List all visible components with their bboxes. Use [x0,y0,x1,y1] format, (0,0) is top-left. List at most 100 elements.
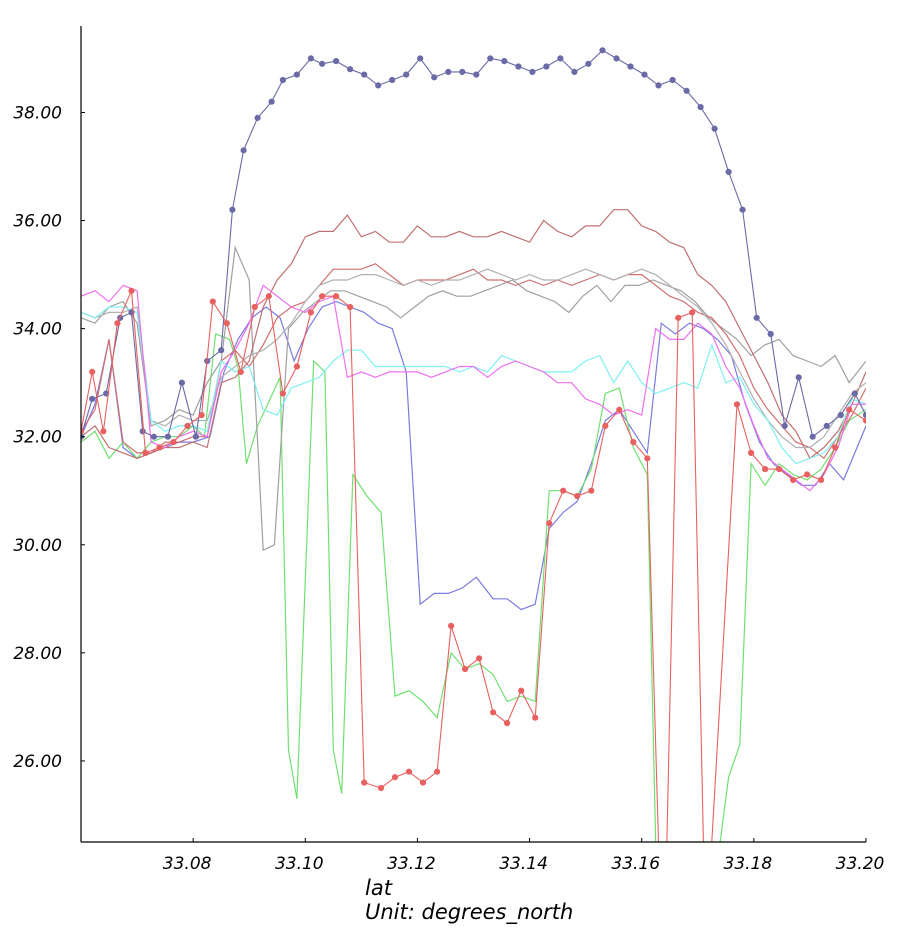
series-0-point-58 [862,412,866,419]
series-0-point-43 [655,82,662,89]
series-1-point-50 [761,466,769,473]
series-1-point-25 [419,779,427,786]
series-1-point-48 [733,401,741,408]
y-tick-label: 36.00 [13,212,62,232]
series-0-point-39 [599,47,606,54]
series-3 [81,333,866,842]
series-1-point-23 [391,774,399,781]
series-1-point-9 [198,412,205,419]
series-0-point-47 [711,125,718,132]
series-1-point-38 [602,422,609,430]
series-1-point-8 [184,422,191,430]
series-0-point-36 [557,55,564,62]
series-0-point-52 [781,422,788,430]
x-axis-ticks: 33.08 33.10 33.12 33.14 33.16 33.18 33.20 [163,838,885,874]
series-0-point-15 [268,98,275,105]
series-1-point-21 [361,779,368,786]
series-1-point-0 [81,428,85,435]
y-tick-label: 32.00 [13,428,62,448]
series-0-point-46 [697,103,704,111]
x-tick-label: 33.16 [611,854,660,874]
series-1-point-12 [237,368,244,376]
series-0-point-12 [229,206,236,213]
series-1-point-20 [347,303,354,311]
series-0-point-33 [515,63,522,70]
series-0-point-34 [529,68,536,75]
series-1-point-34 [546,520,553,527]
series-0-point-8 [178,379,185,386]
series-1-point-2 [100,428,107,435]
series-0-point-41 [627,63,634,70]
y-tick-label: 38.00 [13,103,62,123]
series-0-point-49 [739,206,746,213]
series-0-point-28 [445,68,452,75]
series-1-point-57 [862,417,866,424]
series-0-point-32 [501,57,508,65]
series-1-point-24 [405,768,413,775]
series-1-point-10 [209,298,216,305]
series-0-point-19 [319,60,326,67]
x-tick-label: 33.20 [836,854,885,874]
series-0-point-29 [459,68,466,75]
series-1-point-44 [675,314,682,321]
series-1-point-14 [265,293,272,300]
series-1-point-53 [803,471,811,478]
plot-area [81,47,866,842]
series-1-point-5 [142,449,149,457]
series-0-point-16 [279,76,287,84]
series-3-line [81,333,866,842]
series-1-point-6 [156,444,163,451]
series-2-line [81,300,866,611]
x-axis-label: lat [365,876,393,900]
series-0-point-37 [571,68,578,75]
series-0-point-42 [641,71,648,78]
series-0-point-54 [809,433,816,440]
series-1-point-30 [490,709,497,716]
series-1-point-11 [223,320,230,327]
series-1-point-16 [293,363,301,370]
series-5-line [81,209,866,460]
x-tick-label: 33.12 [387,854,436,874]
series-1-point-54 [817,476,825,484]
series-1-point-15 [279,390,287,397]
series-0-point-24 [389,76,396,84]
series-1-point-39 [616,406,623,413]
series-6-line [81,263,866,460]
series-0-point-38 [585,60,592,67]
x-tick-label: 33.08 [163,854,212,874]
series-1-point-40 [630,439,637,446]
series-0-point-14 [254,114,261,121]
series-1-point-41 [644,455,651,462]
series-1-point-36 [574,493,581,500]
series-1-point-32 [518,687,525,694]
series-9-line [81,284,866,492]
series-1-point-27 [448,622,455,629]
series-1-point-28 [462,665,469,673]
series-1-point-29 [476,655,483,662]
series-0-point-23 [375,82,382,89]
series-0-point-1 [89,395,96,403]
series-1-point-37 [588,487,595,494]
series-0-point-18 [307,55,315,62]
series-0-point-6 [150,433,157,440]
series-1-point-17 [307,309,315,316]
series-1-line [81,290,866,842]
series-0-line [81,49,866,438]
series-2 [81,300,866,611]
x-tick-label: 33.18 [724,854,773,874]
series-1-point-22 [377,784,385,792]
series-0-point-30 [473,71,480,78]
series-5 [81,209,866,460]
series-1-point-56 [846,406,853,413]
series-1-point-1 [89,368,96,376]
series-1-point-35 [560,487,567,494]
series-0-point-11 [218,347,225,354]
series-1-point-3 [114,320,121,327]
series-1-point-45 [689,309,696,316]
x-tick-label: 33.10 [275,854,324,874]
series-1 [81,287,866,842]
series-1-point-51 [775,466,783,473]
series-0-point-50 [753,314,760,321]
series-1-point-33 [532,714,539,721]
series-0-point-7 [164,433,171,440]
